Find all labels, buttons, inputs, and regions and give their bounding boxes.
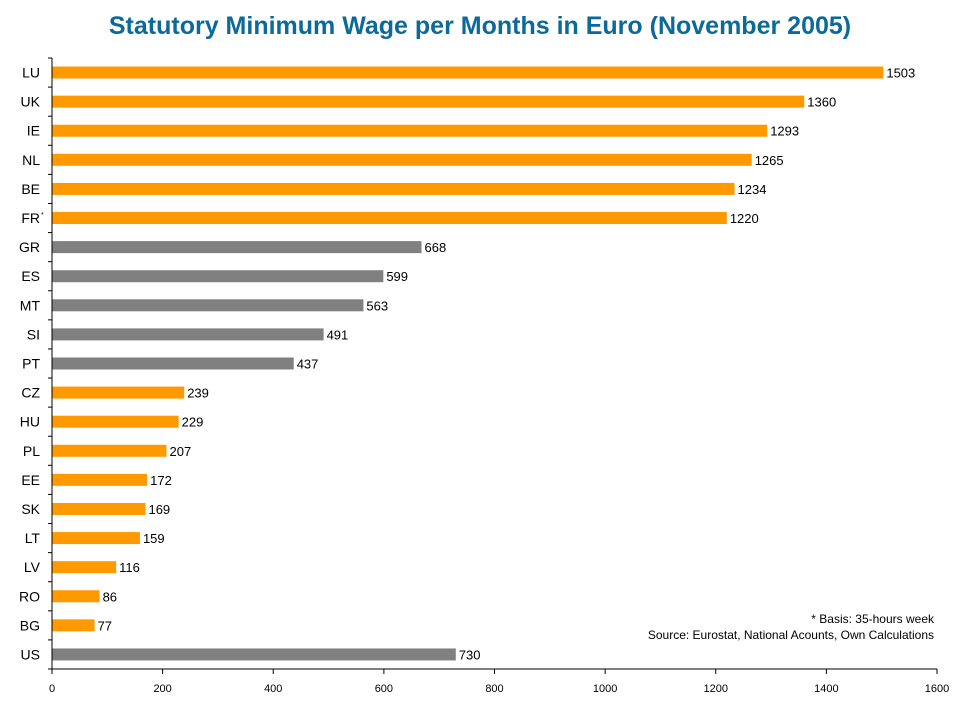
- note-basis: * Basis: 35-hours week: [811, 612, 935, 626]
- x-tick-label-800: 800: [485, 683, 503, 695]
- value-label-mt: 563: [366, 298, 388, 313]
- category-label-gr: GR: [19, 239, 40, 255]
- bar-ee: [52, 473, 148, 486]
- x-tick-label-1200: 1200: [704, 683, 728, 695]
- bar-us: [52, 648, 456, 661]
- bar-pt: [52, 357, 294, 370]
- x-tick-label-400: 400: [264, 683, 282, 695]
- x-tick-label-600: 600: [375, 683, 393, 695]
- bar-nl: [52, 153, 752, 166]
- bar-lu: [52, 66, 884, 79]
- category-label-fr: FR: [21, 210, 40, 226]
- category-label-sk: SK: [21, 501, 40, 517]
- category-label-lt: LT: [25, 530, 41, 546]
- category-label-hu: HU: [20, 414, 40, 430]
- bar-uk: [52, 95, 805, 108]
- value-label-fr: 1220: [730, 211, 759, 226]
- value-label-lt: 159: [143, 531, 165, 546]
- bar-si: [52, 328, 324, 341]
- x-tick-label-1400: 1400: [814, 683, 838, 695]
- bar-sk: [52, 502, 146, 515]
- value-label-lv: 116: [119, 560, 140, 575]
- note-source: Source: Eurostat, National Acounts, Own …: [648, 628, 934, 642]
- chart-notes: * Basis: 35-hours week Source: Eurostat,…: [648, 612, 935, 642]
- bar-fr: [52, 212, 727, 225]
- category-label-pt: PT: [22, 356, 40, 372]
- value-label-bg: 77: [98, 618, 112, 633]
- x-tick-label-200: 200: [153, 683, 171, 695]
- value-label-cz: 239: [187, 386, 209, 401]
- value-label-sk: 169: [148, 502, 170, 517]
- value-label-be: 1234: [738, 182, 767, 197]
- bar-ie: [52, 124, 768, 137]
- bar-bg: [52, 619, 95, 632]
- category-label-lu: LU: [22, 65, 40, 81]
- bar-cz: [52, 386, 185, 399]
- bar-lt: [52, 532, 140, 545]
- bar-ro: [52, 590, 100, 603]
- bar-es: [52, 270, 384, 283]
- value-label-gr: 668: [424, 240, 446, 255]
- category-label-be: BE: [21, 181, 40, 197]
- category-label-bg: BG: [20, 617, 40, 633]
- value-label-lu: 1503: [886, 66, 915, 81]
- value-labels: 1503 1360 1293 1265 1234 1220 668 599 563 491 437 2…: [98, 66, 916, 663]
- category-label-us: US: [21, 646, 40, 662]
- value-label-pt: 437: [297, 357, 319, 372]
- value-label-ro: 86: [103, 589, 117, 604]
- value-label-es: 599: [386, 269, 408, 284]
- category-label-cz: CZ: [21, 385, 40, 401]
- value-label-us: 730: [459, 647, 481, 662]
- category-label-si: SI: [27, 326, 40, 342]
- bar-pl: [52, 444, 167, 457]
- bars-layer: [48, 57, 884, 670]
- chart-title: Statutory Minimum Wage per Months in Eur…: [108, 12, 852, 40]
- x-tick-label-0: 0: [49, 683, 55, 695]
- value-label-uk: 1360: [807, 95, 836, 110]
- value-label-hu: 229: [182, 415, 204, 430]
- category-label-ro: RO: [19, 588, 40, 604]
- category-labels: LU UK IE NL BE FR * GR ES MT SI PT CZ HU PL EE SK LT LV RO B…: [19, 65, 44, 663]
- category-label-uk: UK: [21, 94, 41, 110]
- bar-mt: [52, 299, 364, 312]
- category-label-ee: EE: [21, 472, 40, 488]
- x-axis-ticks: 0 200 400 600 800 1000 1200 1400 1600: [49, 669, 949, 695]
- category-label-lv: LV: [24, 559, 41, 575]
- category-label-es: ES: [21, 268, 40, 284]
- x-tick-label-1600: 1600: [925, 683, 949, 695]
- x-tick-label-1000: 1000: [593, 683, 617, 695]
- category-label-ie: IE: [27, 123, 40, 139]
- bar-gr: [52, 241, 422, 254]
- category-label-nl: NL: [22, 152, 40, 168]
- bar-lv: [52, 561, 117, 574]
- value-label-nl: 1265: [755, 153, 784, 168]
- value-label-pl: 207: [169, 444, 191, 459]
- bar-hu: [52, 415, 179, 428]
- category-mark-fr: *: [41, 212, 44, 219]
- category-label-pl: PL: [23, 443, 40, 459]
- bar-be: [52, 182, 735, 195]
- value-label-ee: 172: [150, 473, 172, 488]
- value-label-si: 491: [327, 327, 349, 342]
- category-label-mt: MT: [20, 297, 41, 313]
- value-label-ie: 1293: [770, 124, 799, 139]
